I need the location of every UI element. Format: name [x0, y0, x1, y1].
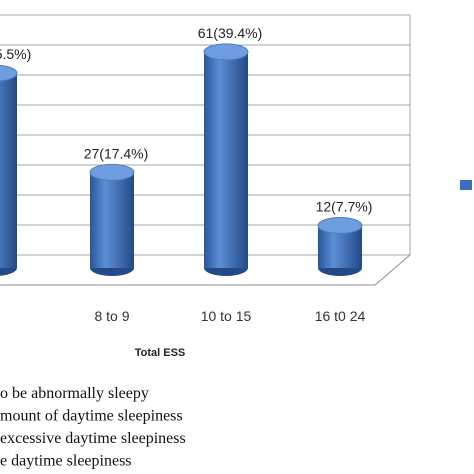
floor — [0, 254, 411, 286]
legend-entry: mount of daytime sleepiness — [0, 408, 183, 425]
x-tick-label: 8 to 9 — [94, 308, 129, 324]
bar-cap — [0, 64, 18, 82]
legend-entry: excessive daytime sleepiness — [0, 430, 186, 447]
x-axis-title: Total ESS — [135, 347, 186, 359]
legend: o be abnormally sleepy mount of daytime s… — [0, 385, 186, 470]
legend-swatch — [460, 180, 472, 190]
bar — [90, 172, 134, 268]
value-label: 55(35.5%) — [0, 46, 31, 62]
legend-entry: o be abnormally sleepy — [0, 385, 149, 402]
bar-cap — [203, 43, 249, 61]
bar-cap — [89, 163, 135, 181]
value-label: 61(39.4%) — [198, 25, 263, 41]
bar-cap — [317, 216, 363, 234]
bar — [204, 51, 248, 269]
bar — [0, 73, 17, 269]
value-label: 12(7.7%) — [316, 198, 373, 214]
x-tick-label: 16 t0 24 — [315, 308, 366, 324]
x-tick-label: 10 to 15 — [201, 308, 252, 324]
value-label: 27(17.4%) — [84, 145, 149, 161]
legend-entry: e daytime sleepiness — [0, 453, 132, 470]
